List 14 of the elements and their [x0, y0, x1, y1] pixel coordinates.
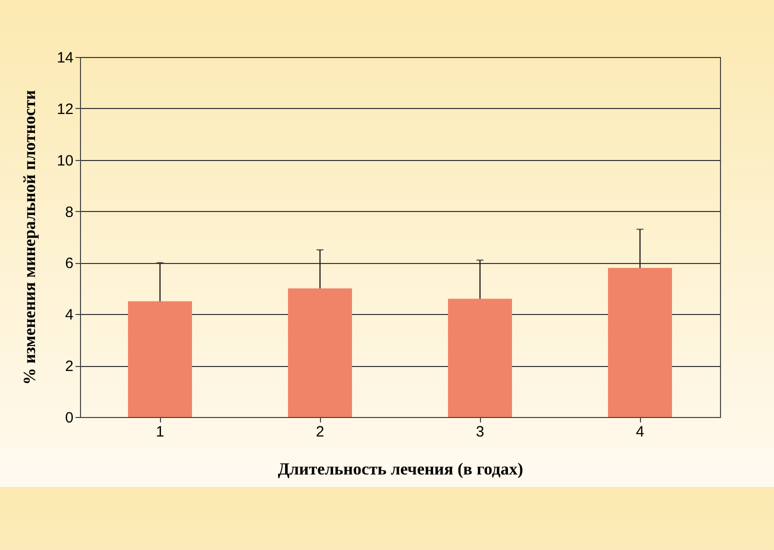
y-tick-label: 4 [65, 306, 74, 324]
y-tick-label: 14 [56, 50, 74, 66]
x-tick-label: 4 [636, 424, 644, 440]
y-tick-label: 2 [65, 358, 74, 376]
x-tick-label: 1 [156, 424, 164, 440]
y-tick-label: 6 [65, 255, 74, 272]
x-tick-label: 3 [476, 424, 484, 440]
y-tick-label: 12 [56, 100, 74, 118]
x-tick-label: 2 [316, 424, 324, 440]
y-tick-label: 8 [65, 204, 74, 221]
x-axis-title: Длительность лечения (в годах) [278, 460, 524, 478]
y-tick-label: 0 [65, 410, 74, 426]
y-axis-title: % изменения минеральной плотности [20, 90, 39, 385]
y-tick-label: 10 [56, 152, 74, 170]
